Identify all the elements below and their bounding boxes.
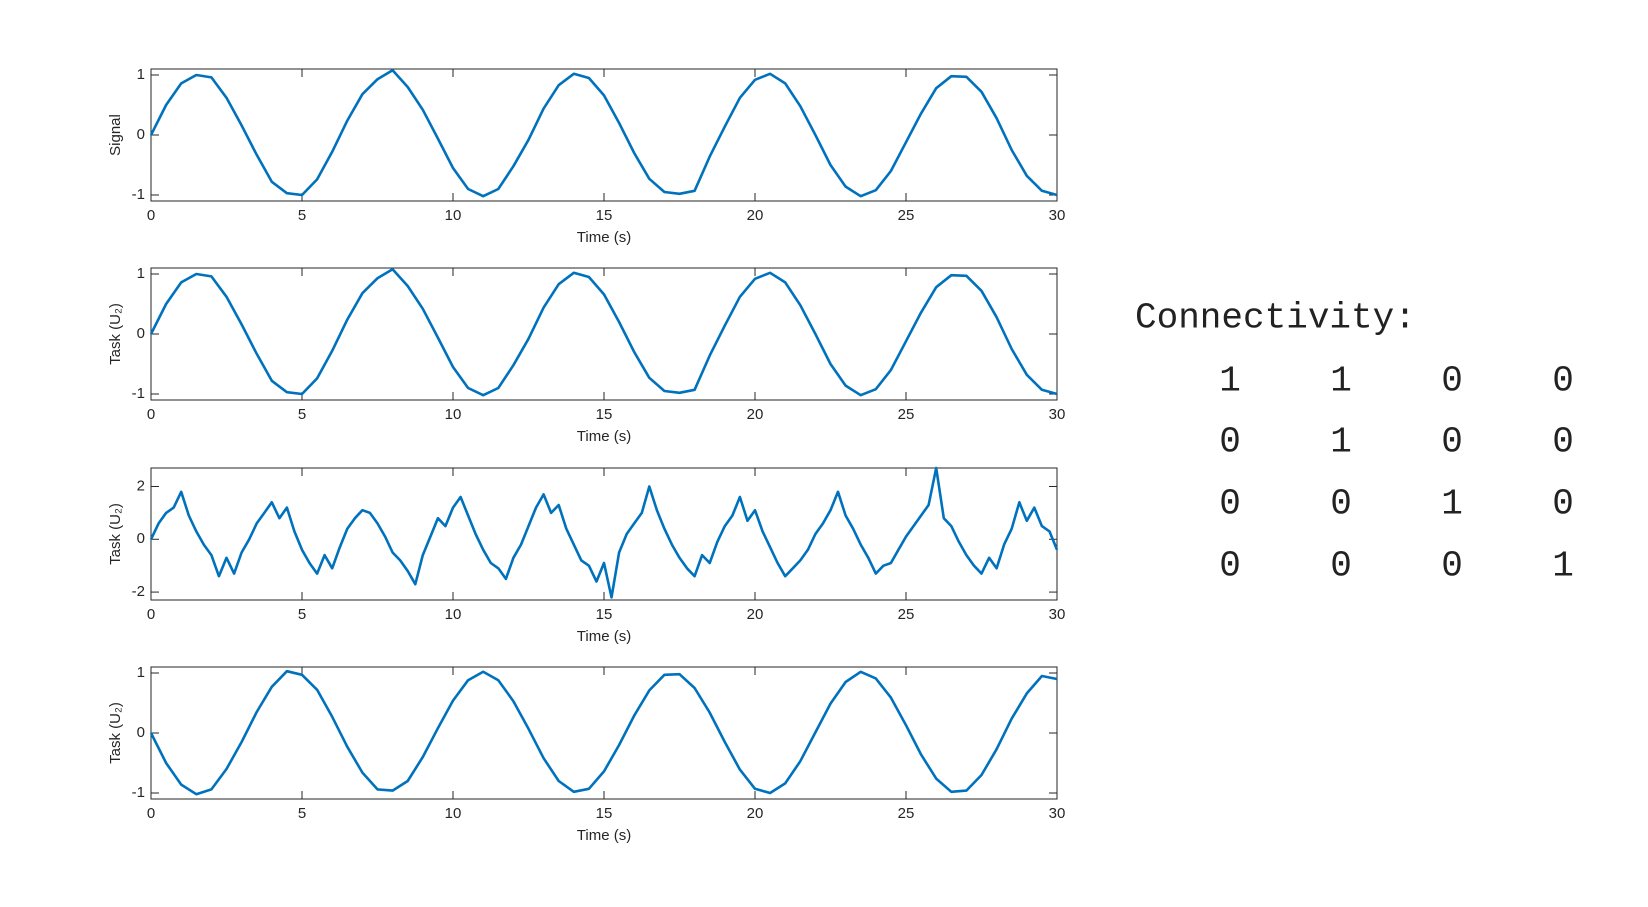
y-tick-label: 0 xyxy=(137,325,145,342)
matrix-cell: 0 xyxy=(1330,484,1352,525)
x-tick-label: 20 xyxy=(747,606,764,623)
y-axis-label: Task (U₂) xyxy=(107,303,124,365)
connectivity-title: Connectivity: xyxy=(1135,298,1416,339)
x-tick-label: 25 xyxy=(898,406,915,423)
matrix-cell: 0 xyxy=(1219,546,1241,587)
matrix-cell: 0 xyxy=(1552,422,1574,463)
matrix-cell: 0 xyxy=(1441,361,1463,402)
matrix-cell: 1 xyxy=(1552,546,1574,587)
x-tick-label: 15 xyxy=(596,606,613,623)
x-tick-label: 30 xyxy=(1049,606,1066,623)
x-tick-label: 10 xyxy=(445,805,462,822)
x-tick-label: 0 xyxy=(147,406,155,423)
y-axis-label: Task (U₂) xyxy=(107,503,124,565)
x-tick-label: 25 xyxy=(898,805,915,822)
y-tick-label: 1 xyxy=(137,664,145,681)
data-line xyxy=(149,68,1058,198)
x-tick-label: 0 xyxy=(147,207,155,224)
y-tick-label: 0 xyxy=(137,724,145,741)
matrix-cell: 0 xyxy=(1219,422,1241,463)
x-tick-label: 10 xyxy=(445,207,462,224)
matrix-cell: 0 xyxy=(1441,422,1463,463)
x-tick-label: 5 xyxy=(298,406,306,423)
matrix-cell: 0 xyxy=(1219,484,1241,525)
x-tick-label: 0 xyxy=(147,606,155,623)
x-tick-label: 30 xyxy=(1049,207,1066,224)
x-tick-label: 15 xyxy=(596,207,613,224)
x-axis-label: Time (s) xyxy=(577,229,631,246)
matrix-cell: 1 xyxy=(1330,361,1352,402)
y-axis-label: Task (U₂) xyxy=(107,702,124,764)
y-tick-label: 2 xyxy=(137,477,145,494)
y-tick-label: -1 xyxy=(132,186,145,203)
y-tick-label: 1 xyxy=(137,265,145,282)
x-tick-label: 0 xyxy=(147,805,155,822)
data-line xyxy=(149,669,1058,796)
y-axis-label: Signal xyxy=(107,114,124,156)
x-axis-label: Time (s) xyxy=(577,428,631,445)
y-tick-label: -2 xyxy=(132,583,145,600)
y-tick-label: -1 xyxy=(132,385,145,402)
data-line xyxy=(149,267,1058,397)
matrix-cell: 0 xyxy=(1441,546,1463,587)
x-tick-label: 5 xyxy=(298,207,306,224)
x-tick-label: 10 xyxy=(445,606,462,623)
x-tick-label: 5 xyxy=(298,606,306,623)
x-tick-label: 25 xyxy=(898,207,915,224)
x-tick-label: 5 xyxy=(298,805,306,822)
y-tick-label: -1 xyxy=(132,784,145,801)
x-tick-label: 25 xyxy=(898,606,915,623)
matrix-cell: 0 xyxy=(1330,546,1352,587)
x-tick-label: 30 xyxy=(1049,805,1066,822)
matrix-cell: 0 xyxy=(1552,484,1574,525)
matrix-cell: 1 xyxy=(1441,484,1463,525)
matrix-cell: 1 xyxy=(1330,422,1352,463)
y-tick-label: 0 xyxy=(137,530,145,547)
x-tick-label: 20 xyxy=(747,805,764,822)
matrix-cell: 0 xyxy=(1552,361,1574,402)
y-tick-label: 1 xyxy=(137,66,145,83)
y-tick-label: 0 xyxy=(137,126,145,143)
data-line xyxy=(149,466,1059,599)
x-tick-label: 20 xyxy=(747,406,764,423)
x-tick-label: 10 xyxy=(445,406,462,423)
x-tick-label: 15 xyxy=(596,406,613,423)
x-axis-label: Time (s) xyxy=(577,827,631,844)
matrix-cell: 1 xyxy=(1219,361,1241,402)
x-axis-label: Time (s) xyxy=(577,628,631,645)
x-tick-label: 30 xyxy=(1049,406,1066,423)
x-tick-label: 20 xyxy=(747,207,764,224)
x-tick-label: 15 xyxy=(596,805,613,822)
